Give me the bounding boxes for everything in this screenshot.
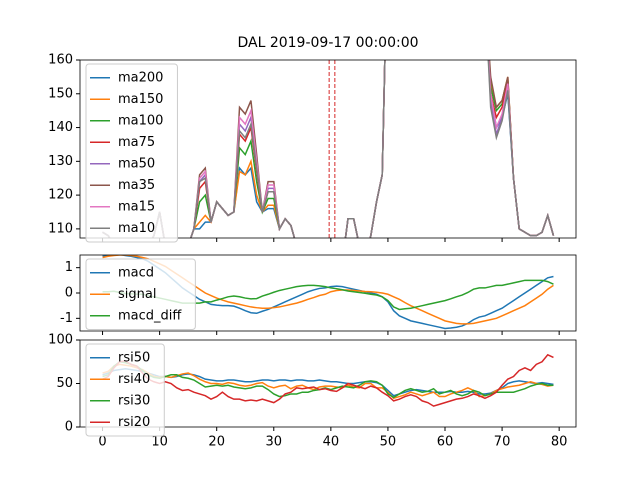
- axes-frame: [79, 59, 577, 239]
- y-tick-label: 110: [48, 221, 73, 236]
- x-tick-label: 20: [208, 435, 225, 450]
- y-tick-label: 120: [48, 188, 73, 203]
- legend-label: ma75: [118, 135, 155, 150]
- legend-label: ma100: [118, 113, 163, 128]
- series-line: [102, 353, 554, 407]
- y-tick-label: 50: [56, 376, 73, 391]
- legend: ma200 ma150 ma100 ma75 ma50 ma35 ma15 ma10: [85, 63, 178, 243]
- x-tick-label: 0: [98, 435, 106, 450]
- x-tick-label: 80: [551, 435, 568, 450]
- y-tick-label: 130: [48, 154, 73, 169]
- legend-label: rsi30: [118, 393, 150, 408]
- y-tick-label: 0: [65, 420, 73, 435]
- y-tick-label: 1: [65, 260, 73, 275]
- legend-label: ma10: [118, 221, 155, 236]
- legend-label: ma150: [118, 92, 163, 107]
- legend-label: macd: [118, 265, 154, 280]
- y-tick-label: 150: [48, 86, 73, 101]
- y-tick-label: 0: [65, 286, 73, 301]
- x-tick-label: 50: [380, 435, 397, 450]
- y-tick-label: 100: [48, 333, 73, 348]
- legend: rsi50 rsi40 rsi30 rsi20: [85, 343, 165, 437]
- legend-box: [85, 63, 178, 243]
- legend-label: ma15: [118, 199, 155, 214]
- plot-area: [102, 353, 554, 407]
- legend-label: rsi40: [118, 372, 150, 387]
- x-tick-label: 10: [151, 435, 168, 450]
- series-line: [102, 360, 554, 399]
- legend: macd signal macd_diff: [85, 258, 196, 330]
- series-line: [102, 367, 554, 397]
- x-tick-label: 40: [323, 435, 340, 450]
- legend-label: ma35: [118, 178, 155, 193]
- legend-box: [85, 343, 165, 437]
- y-tick-label: 140: [48, 120, 73, 135]
- legend-label: rsi20: [118, 415, 150, 430]
- x-tick-label: 30: [266, 435, 283, 450]
- axes-frame: [79, 254, 577, 332]
- chart-title: DAL 2019-09-17 00:00:00: [237, 35, 418, 51]
- legend-label: signal: [118, 287, 156, 302]
- y-tick-label: 160: [48, 53, 73, 68]
- x-tick-label: 60: [437, 435, 454, 450]
- y-tick-label: -1: [60, 311, 73, 326]
- x-tick-label: 70: [494, 435, 511, 450]
- legend-label: ma200: [118, 70, 163, 85]
- axes-frame: [79, 339, 577, 428]
- legend-label: rsi50: [118, 350, 150, 365]
- legend-label: macd_diff: [118, 308, 182, 323]
- legend-label: ma50: [118, 156, 155, 171]
- legend-box: [85, 258, 196, 330]
